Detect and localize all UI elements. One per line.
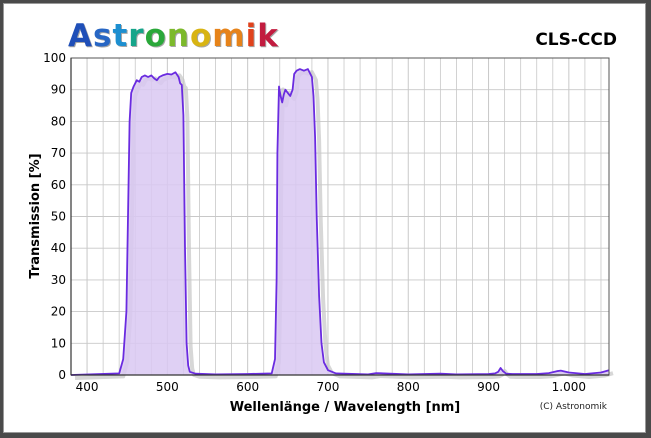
transmission-area <box>71 69 609 375</box>
filter-name: CLS-CCD <box>535 30 617 50</box>
x-tick-label: 800 <box>397 380 420 394</box>
logo-letter: r <box>128 18 145 54</box>
labels: Wellenlänge / Wavelength [nm] Transmissi… <box>28 153 608 415</box>
logo-letter: n <box>166 18 190 54</box>
logo-letter: o <box>144 18 167 54</box>
copyright-note: (C) Astronomik <box>540 402 608 412</box>
logo-letter: s <box>93 18 113 54</box>
axes: 0 10 20 30 40 50 60 70 80 90 100 400 500 600 700 800 900… <box>43 51 610 394</box>
y-axis-label: Transmission [%] <box>28 153 43 278</box>
y-tick-label: 70 <box>51 146 66 160</box>
y-tick-label: 10 <box>51 336 66 350</box>
logo-letter: k <box>257 18 279 54</box>
x-tick-label: 700 <box>317 380 340 394</box>
y-tick-label: 100 <box>43 51 66 65</box>
y-tick-label: 20 <box>51 305 66 319</box>
x-tick-label: 900 <box>477 380 500 394</box>
logo-letter: o <box>189 18 213 54</box>
logo-letter: A <box>68 18 93 54</box>
y-tick-label: 90 <box>51 83 66 97</box>
x-tick-label: 1.000 <box>552 380 586 394</box>
y-tick-label: 40 <box>51 241 66 255</box>
x-tick-label: 500 <box>156 380 179 394</box>
logo-letter: m <box>212 18 246 54</box>
y-tick-label: 0 <box>58 368 66 382</box>
y-tick-label: 80 <box>51 114 66 128</box>
y-tick-label: 60 <box>51 178 66 192</box>
brand-logo: Astronomik <box>68 18 279 54</box>
logo-letter: t <box>112 18 129 54</box>
x-tick-label: 600 <box>236 380 259 394</box>
logo-letter: i <box>245 18 258 54</box>
x-tick-label: 400 <box>76 380 99 394</box>
x-axis-label: Wellenlänge / Wavelength [nm] <box>230 400 461 415</box>
data-layer <box>70 68 614 380</box>
transmission-curve <box>70 68 610 376</box>
y-tick-label: 50 <box>51 210 66 224</box>
y-tick-label: 30 <box>51 273 66 287</box>
